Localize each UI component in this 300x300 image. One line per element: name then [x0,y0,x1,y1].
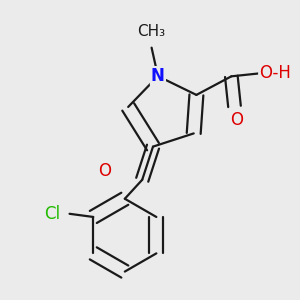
Text: O: O [98,162,111,180]
Text: CH₃: CH₃ [137,24,166,39]
Text: N: N [151,67,165,85]
Text: O: O [230,111,244,129]
Text: O-H: O-H [259,64,291,82]
Text: Cl: Cl [45,205,61,223]
